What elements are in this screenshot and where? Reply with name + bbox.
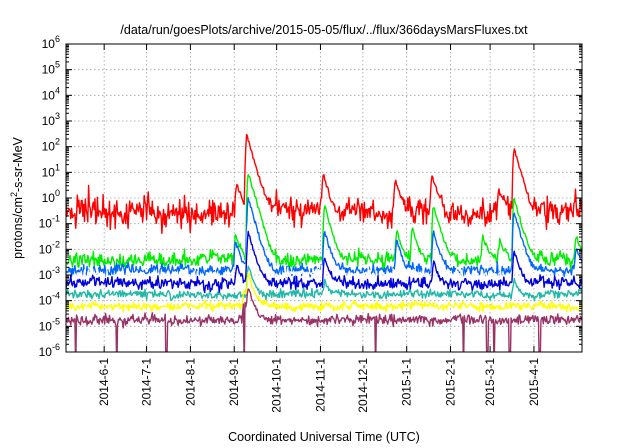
y-tick-label: 10-6 [39, 342, 60, 359]
x-tick-label: 2014-6-1 [97, 358, 111, 406]
y-tick-label: 105 [42, 60, 60, 77]
chart-title: /data/run/goesPlots/archive/2015-05-05/f… [120, 23, 528, 37]
series-line-3 [66, 197, 582, 280]
y-tick-label: 10-3 [39, 265, 60, 282]
y-tick-label: 102 [42, 137, 60, 154]
y-tick-label: 103 [42, 111, 60, 128]
x-tick-label: 2014-8-1 [183, 358, 197, 406]
x-tick-label: 2015-2-1 [444, 358, 458, 406]
y-tick-label: 10-1 [39, 214, 60, 231]
y-tick-label: 100 [42, 188, 60, 205]
x-tick-label: 2014-10-1 [270, 358, 284, 413]
series-line-5 [66, 230, 582, 294]
x-tick-label: 2014-7-1 [140, 358, 154, 406]
x-tick-label: 2015-4-1 [527, 358, 541, 406]
series-line-1 [66, 133, 582, 235]
series-line-6 [66, 265, 582, 302]
series-line-2 [66, 174, 582, 274]
x-axis: 2014-6-1 2014-7-1 2014-8-1 2014-9-1 2014-10-… [97, 44, 541, 413]
y-tick-label: 104 [42, 85, 60, 102]
y-tick-label: 101 [42, 162, 60, 179]
series-line-7 [66, 272, 582, 313]
y-tick-label: 10-2 [39, 239, 60, 256]
y-axis-label: protons/cm2-s-sr-MeV [9, 136, 25, 258]
x-tick-label: 2014-9-1 [227, 358, 241, 406]
y-axis: 10-6 10-5 10-4 10-3 10-2 10-1 100 101 102 103 104 1… [39, 34, 582, 359]
series-layer [66, 133, 582, 352]
series-line-8 [66, 288, 582, 352]
y-tick-label: 10-4 [39, 291, 60, 308]
y-tick-label: 10-5 [39, 316, 60, 333]
x-tick-label: 2015-3-1 [483, 358, 497, 406]
x-tick-label: 2014-12-1 [356, 358, 370, 413]
x-axis-label: Coordinated Universal Time (UTC) [228, 430, 420, 444]
y-tick-label: 106 [42, 34, 60, 51]
x-tick-label: 2015-1-1 [400, 358, 414, 406]
x-tick-label: 2014-11-1 [313, 358, 327, 412]
